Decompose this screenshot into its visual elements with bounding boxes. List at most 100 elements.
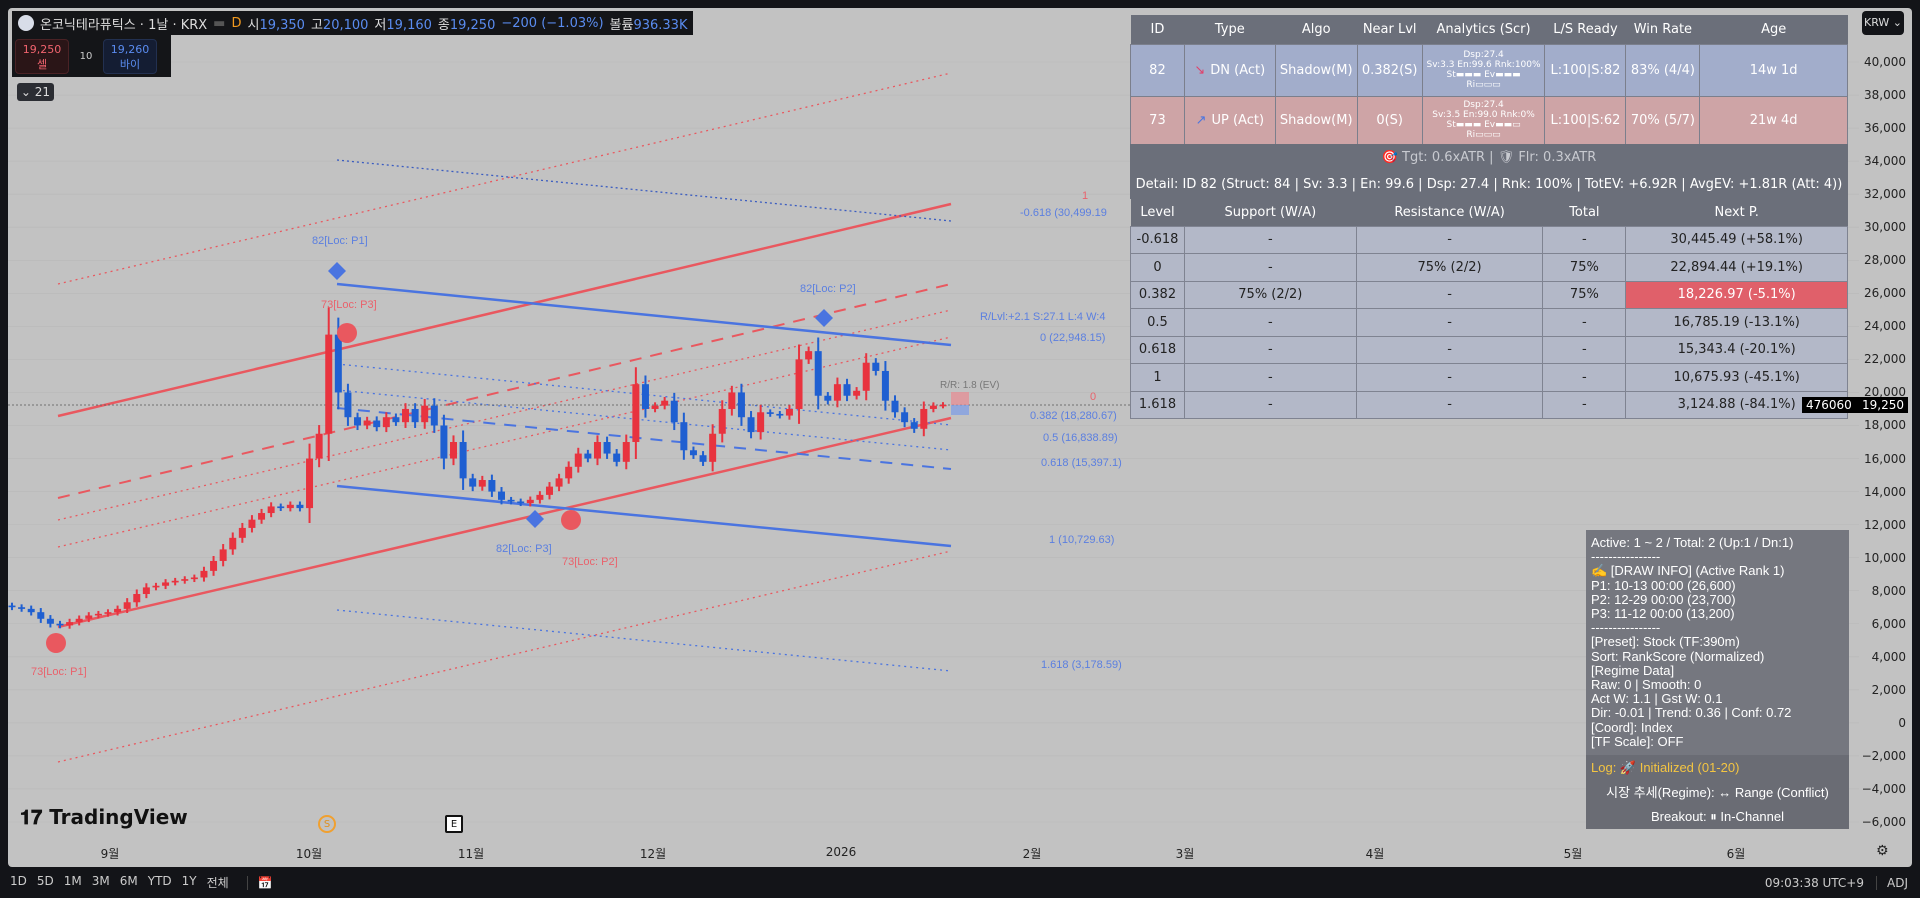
level-cell: - [1355,225,1544,254]
signal-ls-ready: L:100|S:82 [1544,43,1627,97]
candle-body [392,417,400,423]
signals-header[interactable]: Type [1184,15,1276,44]
price-tick: −4,000 [1861,781,1906,796]
tv-logo-icon: 𝟏𝟕 [20,805,50,829]
signal-type-label: DN (Act) [1210,62,1266,78]
price-tick: 16,000 [1864,451,1906,466]
candle-body [939,404,947,407]
time-tick: 4월 [1365,847,1385,861]
fib-label-0618: 0.618 (15,397.1) [1041,457,1122,469]
level-cell: 0.618 [1130,335,1185,364]
range-button[interactable]: 전체 [206,876,229,890]
candle-body [430,405,438,426]
symbol-title[interactable]: 온코닉테라퓨틱스 · 1날 · KRX [40,17,208,33]
earnings-event-icon[interactable]: E [445,815,463,833]
candle-body [766,412,774,414]
split-event-icon[interactable]: S [318,815,336,833]
regime-row: 시장 추세(Regime): ↔ Range (Conflict) [1586,780,1849,805]
sell-button[interactable]: 19,250 셀 [15,38,69,74]
levels-header: Next P. [1625,199,1848,226]
price-tick: 36,000 [1864,121,1906,136]
range-button[interactable]: 1Y [181,874,197,888]
signals-header[interactable]: Age [1699,15,1848,44]
signals-header[interactable]: Algo [1275,15,1358,44]
fib-label-0382: 0.382 (18,280.67) [1030,410,1117,422]
signal-near-level: 0.382(S) [1356,43,1423,97]
range-button[interactable]: 5D [36,874,54,888]
price-tick: 22,000 [1864,352,1906,367]
price-axis[interactable]: 40,000 38,000 36,000 34,000 32,000 30,000 28,0… [1859,8,1912,867]
signal-row[interactable]: 82 ↘ DN (Act) Shadow(M) 0.382(S) Dsp:27.4 Sv:3… [1130,43,1848,97]
range-button[interactable]: YTD [147,874,172,888]
marker-82-p3 [526,510,544,528]
level-cell: - [1542,335,1627,364]
signal-near-level: 0(S) [1356,95,1423,145]
clock[interactable]: 09:03:38 UTC+9 [1764,875,1864,890]
candle-body [929,405,937,409]
range-button[interactable]: 6M [119,874,138,888]
candle-body [85,615,93,619]
channel-82-upper [336,282,952,347]
rr-label: R/R: 1.8 (EV) [940,380,1000,391]
fib-label-05: 0.5 (16,838.89) [1043,432,1118,444]
marker-82-p1 [328,262,346,280]
interval-badge: D [231,15,242,31]
indicators-collapse-button[interactable]: ⌄ 21 [17,83,54,101]
candle-body [699,455,707,462]
settings-icon[interactable]: ⚙ [1876,843,1889,859]
candle-body [450,442,458,459]
price-tick: 8,000 [1871,583,1906,598]
candle-body [517,501,525,504]
candle-body [689,450,697,456]
candle-body [354,417,362,426]
buy-button[interactable]: 19,260 바이 [103,38,157,74]
price-tick: 20,000 [1864,385,1906,400]
low-value: 19,160 [386,17,432,33]
date-range-icon[interactable]: 📅 [246,875,273,890]
level-cell: - [1183,253,1357,282]
symbol-legend[interactable]: 온코닉테라퓨틱스 · 1날 · KRX ▬ D 시19,350 고20,100 … [12,11,694,35]
level-cell: - [1355,280,1544,309]
open-value: 19,350 [259,17,305,33]
sell-price: 19,250 [22,42,62,56]
range-button[interactable]: 1D [10,874,27,888]
time-tick: 2026 [825,845,857,859]
signals-header[interactable]: L/S Ready [1544,15,1626,44]
candle-body [56,623,64,626]
candle-body [833,384,841,401]
range-button[interactable]: 1M [63,874,82,888]
log-row: Log: 🚀 Initialized (01-20) [1586,755,1849,780]
signals-header[interactable]: Win Rate [1625,15,1700,44]
candle-body [862,362,870,391]
level-row: 0-75% (2/2) 75% 22,894.44 (+19.1%) [1130,253,1848,282]
signals-header[interactable]: ID [1130,15,1185,44]
currency-select[interactable]: KRW ⌄ [1862,11,1904,35]
candle-body [920,408,928,429]
signal-row[interactable]: 73 ↗ UP (Act) Shadow(M) 0(S) Dsp:27.4 Sv:3.5 E… [1130,95,1848,145]
candle-body [881,370,889,401]
range-button[interactable]: 3M [91,874,110,888]
level-cell: - [1183,308,1357,337]
level-cell: - [1183,390,1357,419]
signals-header[interactable]: Analytics (Scr) [1422,15,1545,44]
candle-body [670,400,678,423]
level-cell: 10,675.93 (-45.1%) [1625,363,1848,392]
quantity[interactable]: 10 [79,50,93,62]
tradingview-logo[interactable]: 𝟏𝟕 TradingView [20,805,188,829]
channel-82-dot2 [336,389,952,451]
price-tick: 40,000 [1864,55,1906,69]
candle-body [66,622,74,626]
candle-body [258,513,266,520]
price-tick: 12,000 [1864,517,1906,532]
candle-body [37,612,45,619]
time-tick: 12월 [639,847,667,861]
analytics-line: Ri▭▭▭ [1466,130,1501,140]
candle-body [219,549,227,561]
level-cell: 16,785.19 (-13.1%) [1625,308,1848,337]
level-cell: - [1355,390,1544,419]
level-cell: 75% [1542,253,1627,282]
signals-header[interactable]: Near Lvl [1357,15,1423,44]
adj-toggle[interactable]: ADJ [1876,875,1908,890]
candle-body [555,478,563,487]
candle-body [507,499,515,502]
